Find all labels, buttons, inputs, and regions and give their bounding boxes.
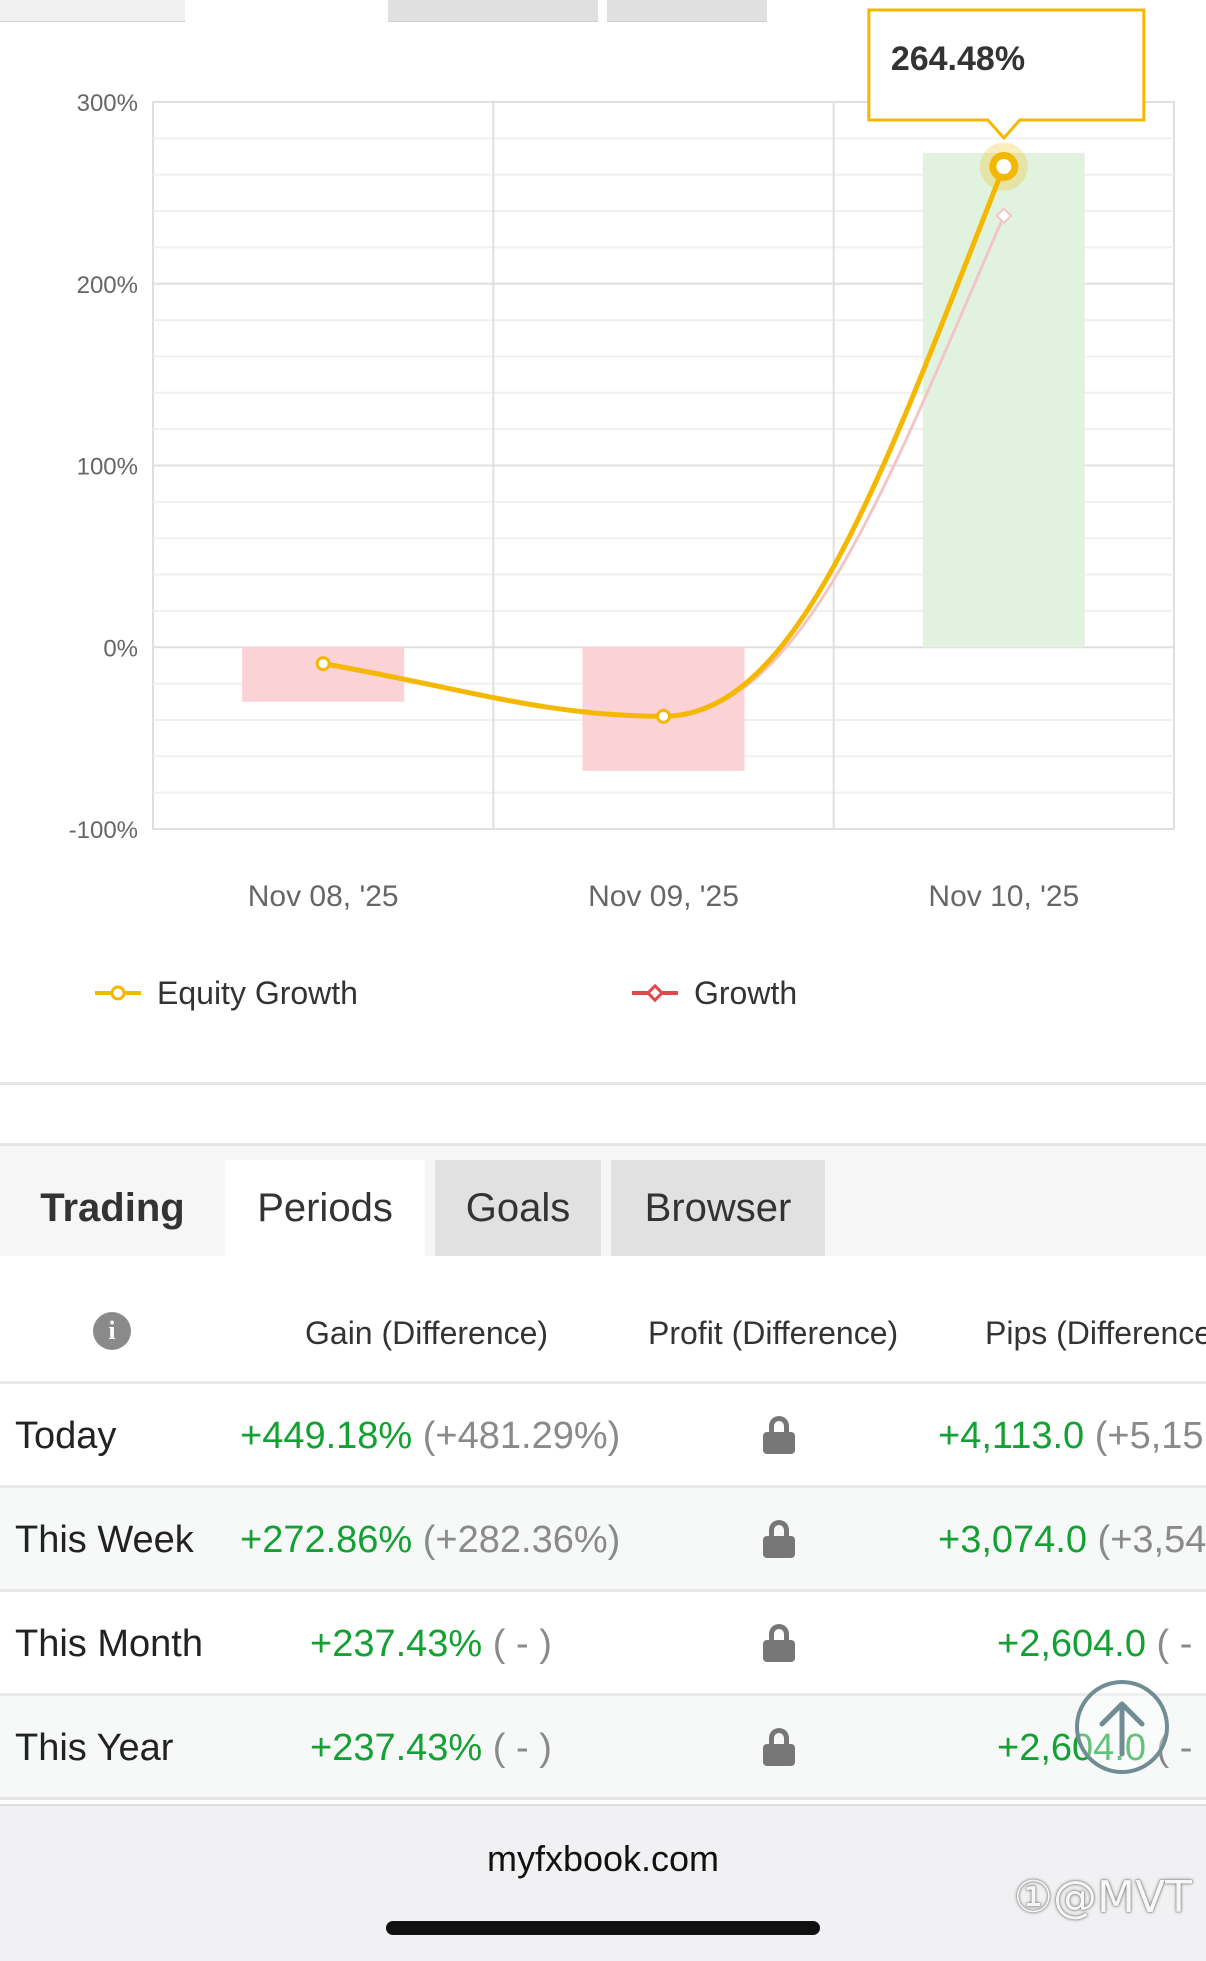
tooltip-value: 264.48% xyxy=(891,40,1025,78)
top-tabs-remnant xyxy=(0,0,1206,22)
table-row: This Week +272.86% (+282.36%) +3,074.0 (… xyxy=(0,1485,1206,1589)
y-tick-label: 100% xyxy=(77,454,138,481)
info-icon[interactable]: i xyxy=(93,1312,131,1350)
row-pips: +3,074.0 (+3,54 xyxy=(938,1519,1206,1561)
bar xyxy=(922,152,1085,648)
y-tick-label: 300% xyxy=(77,90,138,117)
address-bar-url[interactable]: myfxbook.com xyxy=(486,1838,720,1879)
x-tick-label: Nov 08, '25 xyxy=(248,880,399,913)
equity-growth-chart: 300% 200% 100% 0% -100% Nov 08, '25 Nov 09, '2… xyxy=(69,8,1175,1011)
row-label: Today xyxy=(15,1415,117,1457)
row-label: This Week xyxy=(15,1519,194,1561)
lock-icon xyxy=(763,1520,795,1558)
periods-table-header: Gain (Difference) Profit (Difference) Pi… xyxy=(0,1256,1206,1381)
row-label: This Year xyxy=(15,1727,174,1769)
arrow-up-icon xyxy=(1099,1701,1145,1757)
table-row: Today +449.18% (+481.29%) +4,113.0 (+5,1… xyxy=(0,1381,1206,1485)
tab-trading[interactable]: Trading xyxy=(0,1160,225,1256)
equity-point xyxy=(656,708,671,724)
growth-point xyxy=(995,207,1013,225)
section-tabs: Trading Periods Goals Browser xyxy=(0,1146,1206,1256)
tooltip-box xyxy=(867,8,1146,141)
row-label: This Month xyxy=(15,1623,203,1665)
lock-icon xyxy=(763,1416,795,1454)
legend-marker xyxy=(645,983,665,1003)
table-row: This Year +237.43% ( - ) +2,604.0 ( - xyxy=(0,1693,1206,1797)
tab-browser[interactable]: Browser xyxy=(611,1160,825,1256)
legend-marker xyxy=(110,985,126,1001)
lock-icon xyxy=(763,1624,795,1662)
equity-growth-series-line xyxy=(322,165,1007,719)
x-tick-label: Nov 10, '25 xyxy=(928,880,1079,913)
watermark: ①@MVT xyxy=(1013,1872,1192,1923)
row-gain: +237.43% ( - ) xyxy=(310,1727,552,1769)
header-gain: Gain (Difference) xyxy=(305,1315,549,1351)
x-tick-label: Nov 09, '25 xyxy=(588,880,739,913)
legend-label: Growth xyxy=(694,975,797,1011)
lock-icon xyxy=(763,1728,795,1766)
y-tick-label: -100% xyxy=(69,817,138,844)
chart-divider xyxy=(0,1082,1206,1085)
row-pips: +2,604.0 ( - xyxy=(997,1623,1193,1665)
equity-point xyxy=(989,152,1019,182)
row-gain: +237.43% ( - ) xyxy=(310,1623,552,1665)
equity-point xyxy=(315,656,331,672)
row-gain: +449.18% (+481.29%) xyxy=(240,1415,621,1457)
y-tick-label: 0% xyxy=(103,635,138,662)
table-row: This Month +237.43% ( - ) +2,604.0 ( - xyxy=(0,1589,1206,1693)
header-profit: Profit (Difference) xyxy=(648,1315,899,1351)
tab-periods[interactable]: Periods xyxy=(225,1160,425,1256)
table-bottom-border xyxy=(0,1797,1206,1800)
row-gain: +272.86% (+282.36%) xyxy=(240,1519,621,1561)
scroll-to-top-button[interactable] xyxy=(1075,1680,1169,1774)
legend-label: Equity Growth xyxy=(157,975,358,1011)
header-pips: Pips (Difference) xyxy=(985,1315,1206,1351)
tabs-divider xyxy=(0,1143,1206,1146)
y-tick-label: 200% xyxy=(77,272,138,299)
tab-goals[interactable]: Goals xyxy=(435,1160,601,1256)
row-pips: +4,113.0 (+5,15 xyxy=(938,1415,1204,1457)
home-indicator[interactable] xyxy=(386,1921,820,1935)
